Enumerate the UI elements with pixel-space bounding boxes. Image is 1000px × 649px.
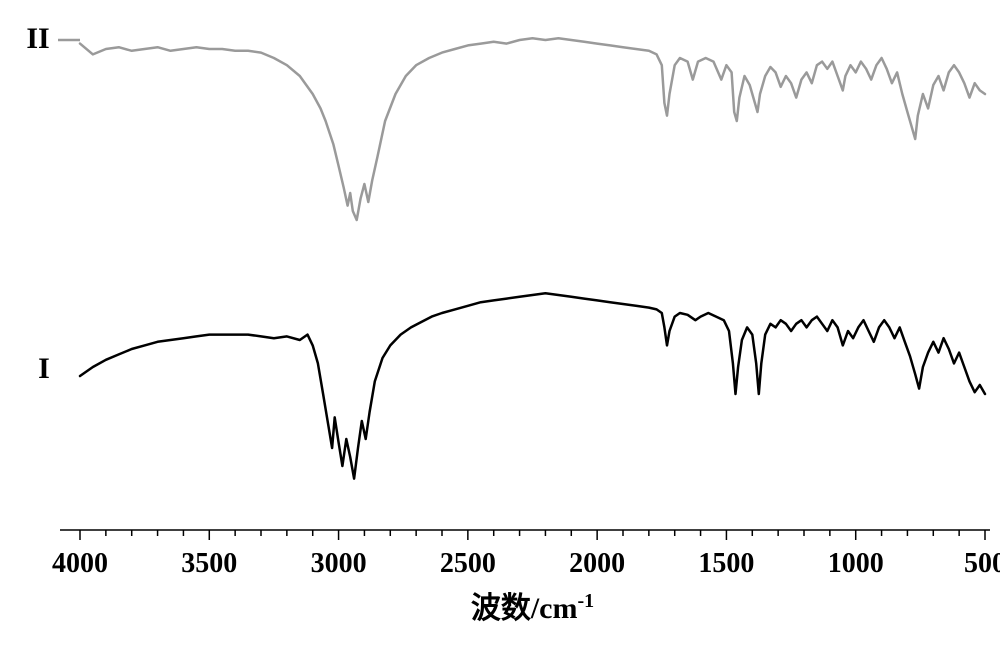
- chart-canvas: III4000350030002500200015001000500波数/cm-…: [0, 0, 1000, 649]
- x-tick-label: 500: [964, 548, 1000, 579]
- x-tick-label: 4000: [52, 548, 108, 579]
- spectrum-I: [80, 293, 985, 478]
- x-tick-label: 1000: [828, 548, 884, 579]
- ir-spectrum-chart: III4000350030002500200015001000500波数/cm-…: [0, 0, 1000, 649]
- series-label-II: II: [26, 22, 49, 55]
- x-tick-label: 2500: [440, 548, 496, 579]
- x-tick-label: 1500: [698, 548, 754, 579]
- x-tick-label: 3000: [311, 548, 367, 579]
- x-axis-label: 波数/cm-1: [471, 590, 594, 625]
- series-label-I: I: [38, 352, 50, 385]
- spectrum-II: [80, 38, 985, 220]
- x-tick-label: 2000: [569, 548, 625, 579]
- x-tick-label: 3500: [181, 548, 237, 579]
